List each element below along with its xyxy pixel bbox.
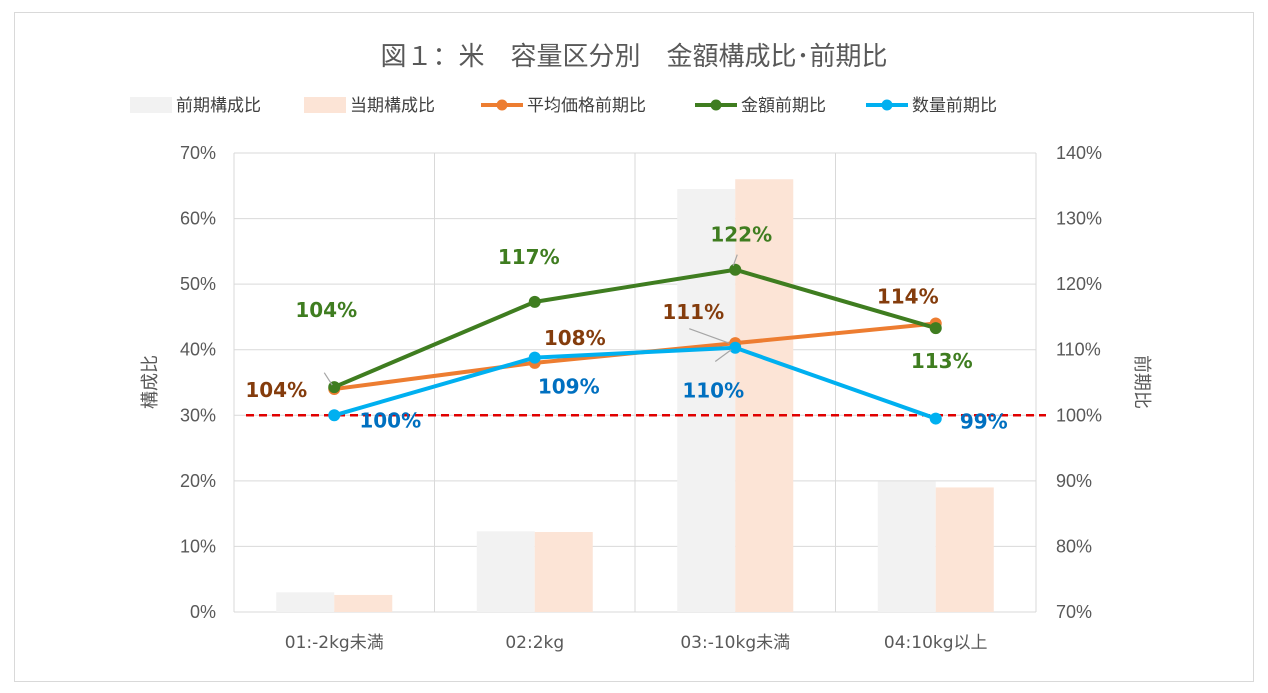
right-axis-tick-label: 120% bbox=[1056, 274, 1102, 294]
series-point bbox=[729, 341, 742, 354]
right-axis-tick-label: 70% bbox=[1056, 602, 1092, 622]
right-axis-tick-label: 90% bbox=[1056, 471, 1092, 491]
left-axis-tick-label: 0% bbox=[190, 602, 216, 622]
series-point bbox=[528, 295, 541, 308]
data-label: 109% bbox=[538, 375, 600, 399]
bar bbox=[534, 532, 593, 612]
data-label: 110% bbox=[682, 379, 744, 403]
legend-label: 数量前期比 bbox=[912, 96, 997, 116]
legend-marker bbox=[710, 99, 722, 111]
bar bbox=[935, 487, 994, 612]
leader-line bbox=[732, 254, 738, 266]
chart-frame bbox=[14, 12, 1254, 682]
left-axis-tick-label: 30% bbox=[180, 405, 216, 425]
right-axis-title: 前期比 bbox=[1131, 355, 1152, 409]
category-label: 01:-2kg未満 bbox=[285, 633, 384, 653]
left-axis-tick-label: 60% bbox=[180, 209, 216, 229]
data-label: 108% bbox=[544, 326, 606, 350]
category-label: 04:10kg以上 bbox=[884, 633, 988, 653]
category-label: 03:-10kg未満 bbox=[680, 633, 790, 653]
series-point bbox=[929, 322, 942, 335]
left-axis-tick-label: 50% bbox=[180, 274, 216, 294]
data-labels: 104% 108% 111% 114% 104% 117% 122% 113% 100% 109%… bbox=[245, 223, 1007, 434]
data-label: 122% bbox=[710, 223, 772, 247]
bar bbox=[735, 179, 794, 612]
left-axis-tick-label: 20% bbox=[180, 471, 216, 491]
right-axis-tick-label: 100% bbox=[1056, 405, 1102, 425]
data-label: 104% bbox=[295, 298, 357, 322]
legend: 前期構成比 当期構成比 平均価格前期比 金額前期比 数量前期比 bbox=[130, 96, 997, 116]
series-point bbox=[729, 263, 742, 276]
series-line bbox=[333, 345, 937, 421]
series-point bbox=[328, 409, 341, 422]
axes: 0% 10% 20% 30% 40% 50% 60% 70% 70% 80% 90% 100% 110%… bbox=[180, 143, 1102, 653]
right-axis-tick-label: 130% bbox=[1056, 209, 1102, 229]
left-axis-tick-label: 10% bbox=[180, 536, 216, 556]
leader-line bbox=[714, 349, 732, 362]
data-label: 111% bbox=[662, 300, 724, 324]
legend-label: 当期構成比 bbox=[350, 96, 435, 116]
category-label: 02:2kg bbox=[505, 633, 564, 653]
series-point bbox=[528, 351, 541, 364]
data-label: 100% bbox=[359, 408, 421, 432]
bar bbox=[276, 592, 335, 612]
bar-series bbox=[276, 179, 994, 613]
left-axis-tick-label: 70% bbox=[180, 143, 216, 163]
leader-line bbox=[323, 372, 333, 386]
legend-swatch bbox=[130, 97, 172, 113]
left-axis-title: 構成比 bbox=[140, 355, 161, 409]
right-axis-tick-label: 80% bbox=[1056, 536, 1092, 556]
bar bbox=[677, 189, 736, 613]
bar bbox=[334, 594, 393, 612]
series-point bbox=[929, 412, 942, 425]
data-label: 104% bbox=[245, 378, 307, 402]
data-label: 114% bbox=[877, 284, 939, 308]
legend-marker bbox=[881, 99, 893, 111]
series-point bbox=[328, 381, 341, 394]
series-line bbox=[333, 267, 937, 389]
data-label: 117% bbox=[498, 245, 560, 269]
right-axis-tick-label: 110% bbox=[1056, 340, 1101, 360]
legend-marker bbox=[496, 99, 508, 111]
legend-swatch bbox=[304, 97, 346, 113]
left-axis-tick-label: 40% bbox=[180, 340, 216, 360]
bar bbox=[877, 481, 936, 612]
leader-line bbox=[689, 328, 730, 344]
legend-label: 平均価格前期比 bbox=[527, 96, 646, 116]
right-axis-tick-label: 140% bbox=[1056, 143, 1102, 163]
data-label: 113% bbox=[911, 349, 973, 373]
data-label: 99% bbox=[960, 410, 1008, 434]
legend-label: 金額前期比 bbox=[741, 96, 826, 116]
chart-title: 図１：米 容量区分別 金額構成比･前期比 bbox=[380, 42, 887, 72]
legend-label: 前期構成比 bbox=[176, 96, 261, 116]
bar bbox=[476, 531, 535, 612]
line-series bbox=[328, 263, 942, 425]
